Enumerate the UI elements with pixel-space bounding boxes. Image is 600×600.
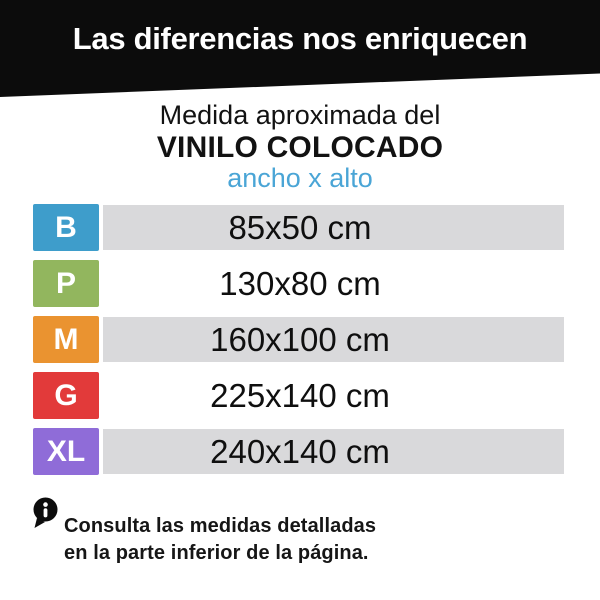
info-speech-bubble-icon (32, 497, 59, 534)
size-bar (103, 317, 564, 362)
size-badge-label: M (53, 322, 79, 356)
size-bar (103, 429, 564, 474)
size-row-m: M 160x100 cm (0, 316, 600, 363)
size-badge-b: B (33, 204, 99, 251)
size-value: 130x80 cm (219, 265, 381, 302)
size-row-xl: XL 240x140 cm (0, 428, 600, 475)
size-badge-label: G (54, 378, 78, 412)
size-badge-g: G (33, 372, 99, 419)
size-bar (103, 205, 564, 250)
footer-note-line-2: en la parte inferior de la página. (64, 542, 369, 564)
size-row-p: P 130x80 cm (0, 260, 600, 307)
size-value: 225x140 cm (210, 377, 390, 414)
dimension-legend-text: ancho x alto (227, 163, 373, 193)
size-row-b: B 85x50 cm (0, 204, 600, 251)
header-banner: Las diferencias nos enriquecen (0, 0, 600, 98)
size-badge-label: P (55, 266, 76, 300)
size-row-g: G 225x140 cm (0, 372, 600, 419)
size-badge-label: XL (46, 434, 86, 468)
size-badge-p: P (33, 260, 99, 307)
size-badge-xl: XL (33, 428, 99, 475)
subheader: Medida aproximada del VINILO COLOCADO an… (0, 100, 600, 192)
size-badge-m: M (33, 316, 99, 363)
size-value: 85x50 cm (228, 209, 372, 246)
measure-intro-text: Medida aproximada del (159, 100, 441, 130)
footer-note-text: Consulta las medidas detalladas en la pa… (64, 513, 544, 567)
page-title: Las diferencias nos enriquecen (72, 21, 528, 56)
size-value: 240x140 cm (210, 433, 390, 470)
footer-note-line-1: Consulta las medidas detalladas (64, 515, 377, 537)
size-value: 160x100 cm (210, 321, 390, 358)
product-name-text: VINILO COLOCADO (156, 131, 444, 164)
size-badge-label: B (55, 210, 77, 244)
